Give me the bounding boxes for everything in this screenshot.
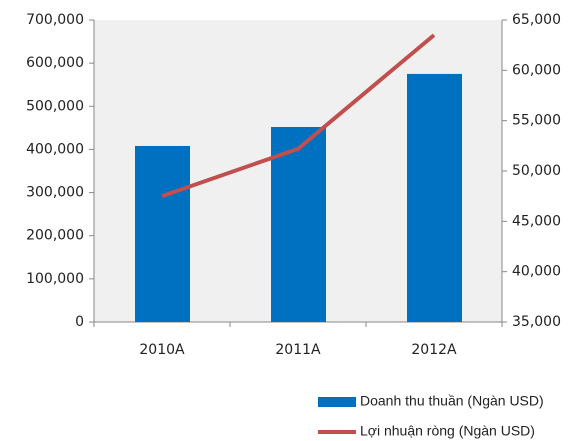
bar [135, 145, 190, 322]
y-tick-label: 500,000 [26, 98, 84, 114]
y-tick-label: 700,000 [26, 12, 84, 28]
y2-tick-label: 55,000 [512, 113, 561, 129]
bar [271, 126, 326, 322]
y2-tick-label: 65,000 [512, 12, 561, 28]
legend-label: Doanh thu thuần (Ngàn USD) [360, 393, 544, 409]
x-tick-label: 2011A [275, 342, 321, 358]
y2-tick-label: 45,000 [512, 213, 561, 229]
y2-tick-label: 60,000 [512, 62, 561, 78]
legend-swatch [318, 397, 356, 407]
y-tick-label: 400,000 [26, 141, 84, 157]
y-tick-label: 200,000 [26, 228, 84, 244]
y-tick-label: 100,000 [26, 271, 84, 287]
x-tick-label: 2010A [139, 342, 185, 358]
y2-tick-label: 50,000 [512, 163, 561, 179]
y-tick-label: 300,000 [26, 185, 84, 201]
line-series [161, 33, 436, 199]
y-tick-label: 600,000 [26, 55, 84, 71]
y2-tick-label: 40,000 [512, 264, 561, 280]
x-tick-label: 2012A [411, 342, 457, 358]
bar [407, 73, 462, 322]
y-tick-label: 0 [75, 314, 84, 330]
legend-label: Lợi nhuận ròng (Ngàn USD) [360, 423, 535, 439]
y2-tick-label: 35,000 [512, 314, 561, 330]
